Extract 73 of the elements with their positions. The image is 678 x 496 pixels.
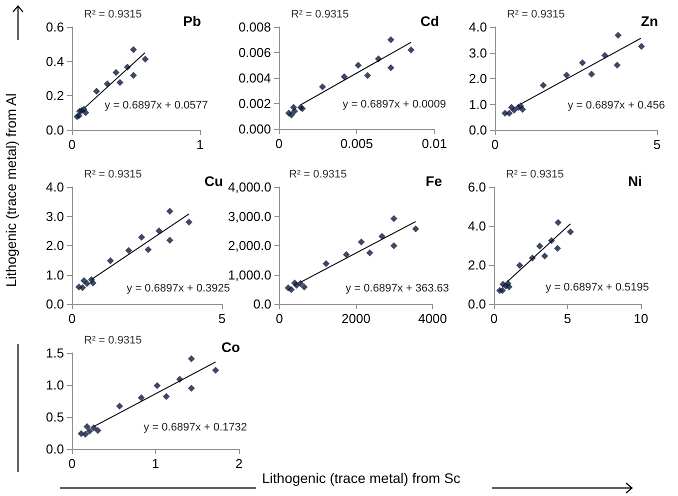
chart-title: Co <box>221 339 240 355</box>
x-tick-label: 0 <box>276 311 283 326</box>
y-tick-label: 0.6 <box>46 20 64 34</box>
annotation: y = 0.6897x + 363.63 <box>346 282 450 294</box>
y-tick-label: 3.0 <box>468 45 487 60</box>
x-tick-label: 2 <box>235 456 243 471</box>
y-tick-label: 3,000.0 <box>228 208 272 224</box>
y-tick-label: 0.4 <box>46 54 64 69</box>
y-tick-label: 4.0 <box>46 180 64 194</box>
text: R² = 0.9315 <box>84 168 142 180</box>
annotation: y = 0.6897x + 0.0009 <box>342 98 446 110</box>
text: R² = 0.9315 <box>291 8 349 20</box>
y-tick-label: 1.0 <box>46 267 64 282</box>
text: R² = 0.9315 <box>506 168 564 180</box>
y-tick-label: 0.002 <box>238 96 271 111</box>
chart-title: Pb <box>183 13 201 29</box>
y-tick-label: 0.0 <box>46 122 64 138</box>
chart-title: Ni <box>628 173 642 189</box>
annotation: y = 0.6897x + 0.0577 <box>104 100 208 112</box>
x-axis-title: Lithogenic (trace metal) from Sc <box>262 470 460 486</box>
x-tick-label: 0 <box>490 311 498 326</box>
x-tick-label: 0 <box>68 137 76 152</box>
x-tick-label: 10 <box>634 311 648 326</box>
y-tick-label: 0.0 <box>46 296 64 312</box>
x-tick-label: 5 <box>653 137 661 152</box>
y-tick-label: 1.0 <box>468 96 487 112</box>
text: R² = 0.9315 <box>84 8 142 20</box>
text: R² = 0.9315 <box>289 168 347 180</box>
x-tick-label: 1 <box>152 456 160 471</box>
x-tick-label: 1 <box>196 137 204 152</box>
chart-title: Cd <box>420 13 440 29</box>
chart-title: Cu <box>204 173 224 189</box>
y-tick-label: 3.0 <box>46 208 64 224</box>
x-tick-label: 0.005 <box>340 136 373 151</box>
x-tick-label: 0 <box>68 456 76 471</box>
x-tick-label: 0 <box>275 136 283 151</box>
x-tick-label: 0 <box>491 137 499 152</box>
y-tick-label: 2,000.0 <box>228 238 272 253</box>
y-tick-label: 6.0 <box>468 180 486 194</box>
x-tick-label: 5 <box>564 311 572 326</box>
x-tick-label: 0.01 <box>422 136 448 151</box>
x-tick-label: 5 <box>218 311 226 326</box>
chart-title: Fe <box>426 173 442 189</box>
text: R² = 0.9315 <box>84 334 142 346</box>
y-tick-label: 0.004 <box>238 70 271 86</box>
y-tick-label: 0.5 <box>46 410 64 424</box>
y-axis-title: Lithogenic (trace metal) from Al <box>3 92 20 289</box>
y-tick-label: 4,000.0 <box>228 180 272 194</box>
y-tick-label: 0.2 <box>46 88 64 104</box>
y-tick-label: 0.0 <box>468 296 486 312</box>
y-tick-label: 0.0 <box>46 442 64 456</box>
text: R² = 0.9315 <box>507 8 565 20</box>
annotation: y = 0.6897x + 0.5195 <box>546 282 650 294</box>
y-tick-label: 0.0 <box>253 296 272 312</box>
y-tick-label: 1,000.0 <box>228 267 272 282</box>
annotation: y = 0.6897x + 0.3925 <box>126 282 230 294</box>
chart-title: Zn <box>640 13 658 29</box>
y-tick-label: 2.0 <box>468 258 486 272</box>
y-tick-label: 0.006 <box>238 45 271 60</box>
y-tick-label: 1.0 <box>46 378 64 392</box>
annotation: y = 0.6897x + 0.1732 <box>144 422 248 434</box>
y-tick-label: 4.0 <box>468 218 486 234</box>
y-tick-label: 0.000 <box>238 122 271 136</box>
annotation: y = 0.6897x + 0.456 <box>568 100 666 112</box>
x-tick-label: 4000 <box>418 311 447 326</box>
x-tick-label: 2000 <box>341 311 370 326</box>
y-tick-label: 2.0 <box>46 238 64 253</box>
y-tick-label: 4.0 <box>468 20 487 34</box>
y-tick-label: 0.0 <box>468 122 487 138</box>
y-tick-label: 2.0 <box>468 71 487 86</box>
y-tick-label: 0.008 <box>238 20 271 34</box>
x-tick-label: 0 <box>68 311 76 326</box>
y-tick-label: 1.5 <box>46 346 64 360</box>
